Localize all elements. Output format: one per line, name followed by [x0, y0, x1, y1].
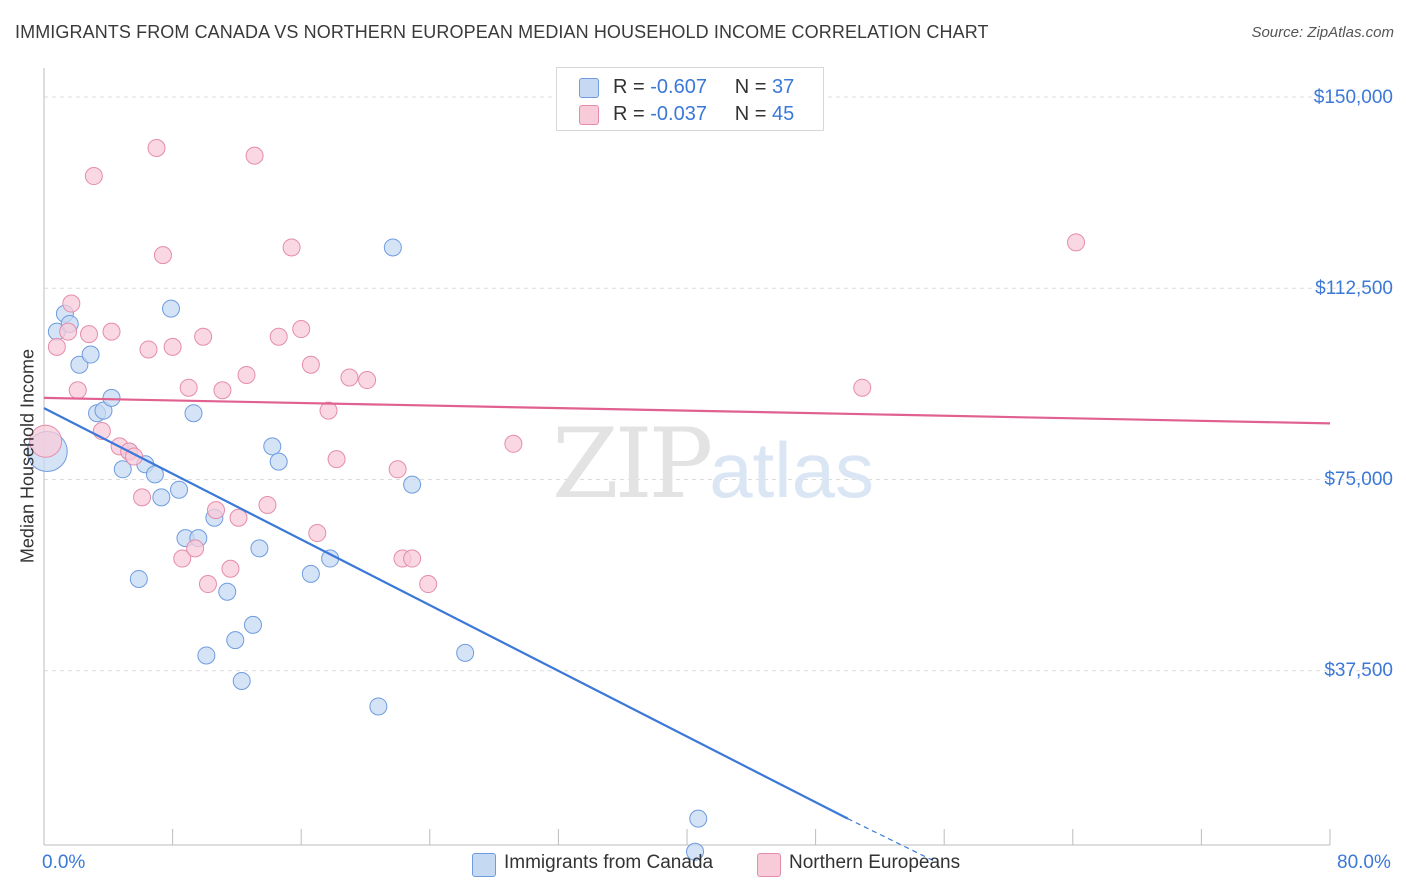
- data-point: [250, 539, 269, 558]
- data-point: [113, 460, 132, 479]
- data-point: [229, 508, 248, 527]
- data-point: [232, 671, 251, 690]
- data-point: [221, 559, 240, 578]
- legend-label-canada: Immigrants from Canada: [504, 852, 714, 873]
- data-point: [59, 322, 78, 341]
- data-point: [102, 388, 121, 407]
- data-point: [84, 167, 103, 186]
- data-point: [282, 238, 301, 257]
- y-tick-label: $75,000: [1324, 469, 1393, 490]
- data-point: [403, 549, 422, 568]
- data-point: [198, 575, 217, 594]
- data-point: [70, 355, 89, 374]
- legend-swatch-northern: [757, 853, 781, 877]
- y-tick-label: $112,500: [1315, 278, 1393, 299]
- n-value: 45: [772, 103, 795, 125]
- data-point: [213, 381, 232, 400]
- r-value: -0.037: [650, 103, 707, 125]
- trend-line: [43, 407, 849, 820]
- n-label: N =: [734, 103, 767, 125]
- n-label: N =: [734, 76, 767, 98]
- y-axis-label: Median Household Income: [17, 348, 38, 564]
- data-point: [163, 337, 182, 356]
- data-point: [94, 401, 113, 420]
- data-point: [197, 646, 216, 665]
- data-point: [194, 327, 213, 346]
- data-point: [853, 378, 872, 397]
- data-point: [129, 569, 148, 588]
- data-point: [327, 450, 346, 469]
- data-point: [301, 564, 320, 583]
- y-tick-label: $150,000: [1313, 87, 1393, 108]
- data-point: [269, 452, 288, 471]
- data-point: [47, 337, 66, 356]
- trend-line: [43, 396, 1331, 425]
- data-point: [269, 327, 288, 346]
- data-point: [170, 480, 189, 499]
- data-point: [301, 355, 320, 374]
- data-point: [258, 496, 277, 514]
- data-point: [102, 322, 121, 341]
- trend-line-extension: [847, 818, 937, 863]
- correlation-stats-box: R = -0.607 N = 37 R = -0.037 N = 45: [556, 67, 824, 131]
- chart-title: IMMIGRANTS FROM CANADA VS NORTHERN EUROP…: [15, 22, 989, 42]
- data-point: [133, 488, 152, 507]
- watermark: ZIPatlas: [552, 408, 874, 520]
- data-point: [369, 697, 388, 716]
- y-tick-label: $37,500: [1324, 660, 1393, 681]
- data-point: [29, 424, 63, 458]
- legend-label-northern: Northern Europeans: [789, 852, 961, 873]
- data-point: [139, 340, 158, 359]
- data-point: [388, 460, 407, 479]
- r-label: R =: [613, 103, 645, 125]
- data-point: [68, 381, 87, 400]
- r-value: -0.607: [650, 76, 707, 98]
- data-point: [292, 320, 311, 339]
- data-point: [1067, 233, 1086, 252]
- data-point: [340, 368, 359, 387]
- data-point: [218, 582, 237, 601]
- data-point: [403, 475, 422, 494]
- data-point: [456, 643, 475, 662]
- data-point: [184, 404, 203, 423]
- data-point: [245, 146, 264, 165]
- data-point: [179, 378, 198, 397]
- data-point: [263, 437, 282, 456]
- n-value: 37: [772, 76, 795, 98]
- data-point: [383, 238, 402, 257]
- data-point: [186, 539, 205, 558]
- r-label: R =: [613, 76, 645, 98]
- data-point: [173, 549, 192, 568]
- data-point: [62, 294, 81, 313]
- data-point: [226, 631, 245, 650]
- data-point: [81, 345, 100, 364]
- data-point: [147, 139, 166, 157]
- data-point: [358, 371, 377, 390]
- data-point: [80, 325, 99, 344]
- data-point: [161, 299, 180, 318]
- x-tick-label: 0.0%: [42, 852, 86, 873]
- data-point: [319, 401, 338, 420]
- data-point: [504, 434, 523, 453]
- data-point: [237, 365, 256, 384]
- legend-swatch-canada: [472, 853, 496, 877]
- swatch-northern: [579, 105, 599, 125]
- data-point: [243, 615, 262, 634]
- data-point: [152, 488, 171, 507]
- source-note: Source: ZipAtlas.com: [1251, 24, 1394, 41]
- data-point: [207, 501, 226, 520]
- x-tick-label: 80.0%: [1337, 852, 1391, 873]
- data-point: [153, 246, 172, 265]
- data-point: [308, 524, 327, 543]
- data-point: [686, 842, 705, 861]
- swatch-canada: [579, 78, 599, 98]
- data-point: [321, 549, 340, 568]
- data-point: [689, 809, 708, 828]
- data-point: [419, 575, 438, 594]
